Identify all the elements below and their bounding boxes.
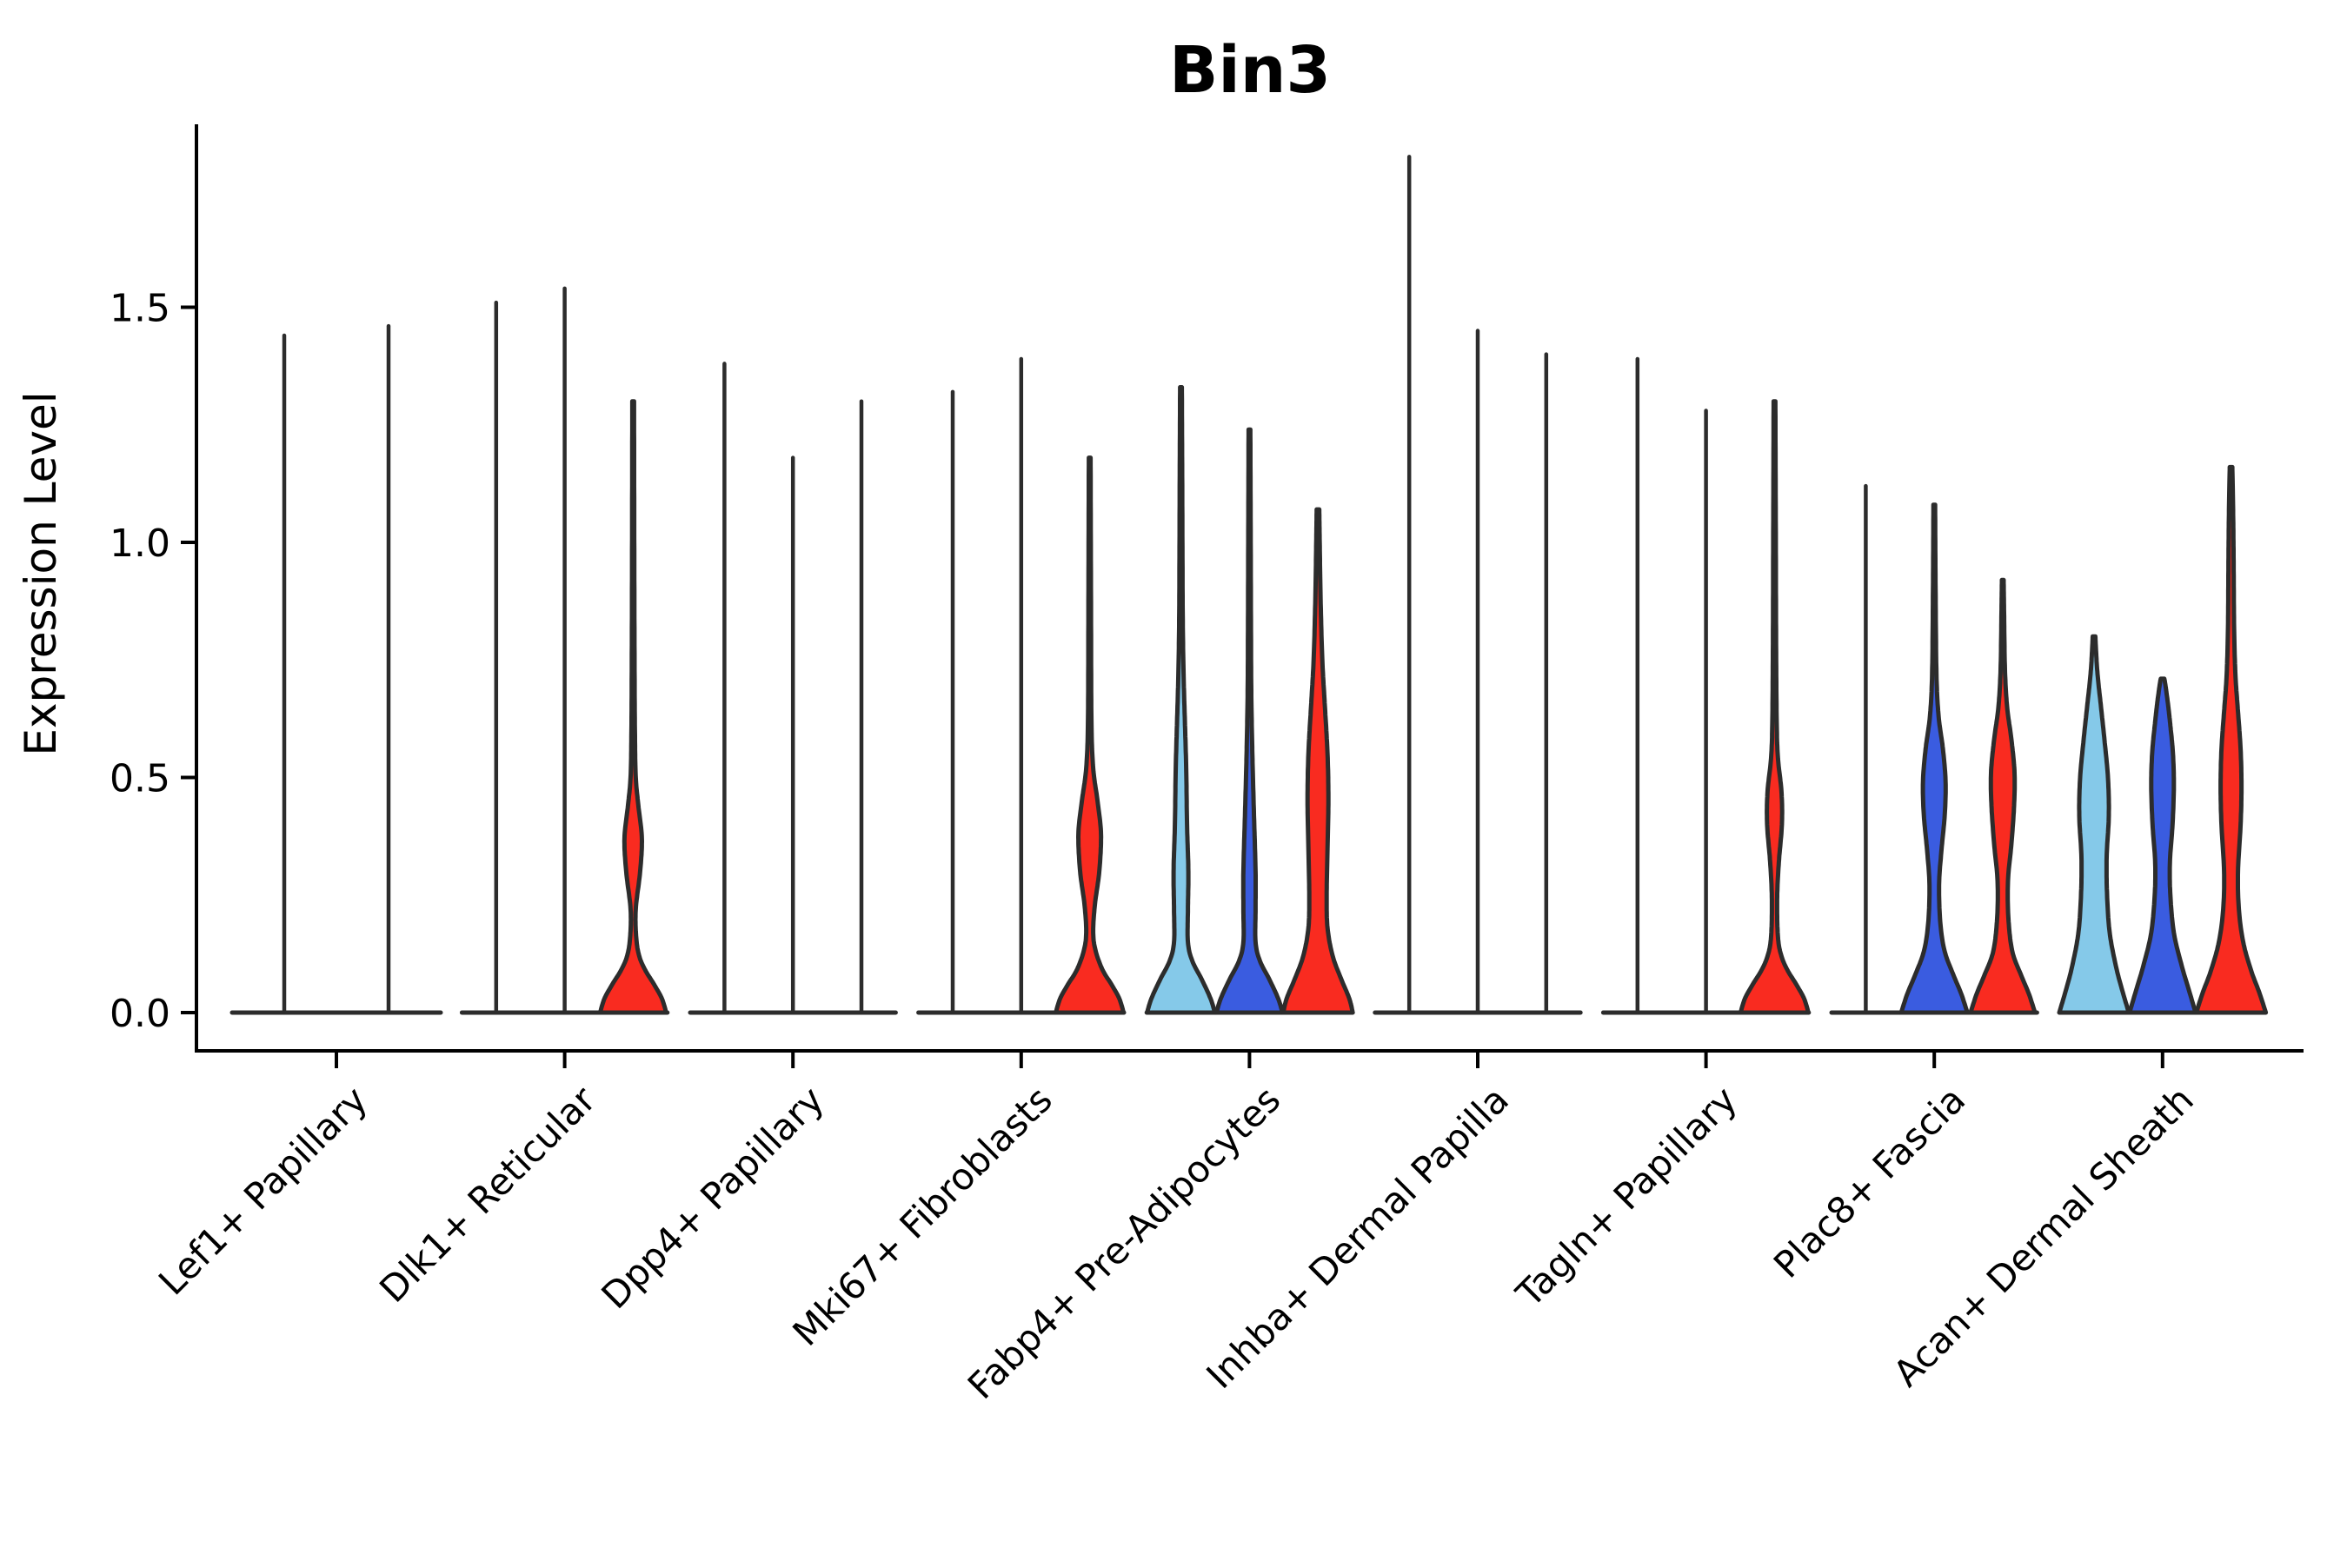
- x-tick-label: Tagln+ Papillary: [1507, 1078, 1745, 1315]
- y-tick-label: 0.0: [110, 992, 170, 1036]
- x-tick-label: Plac8+ Fascia: [1765, 1078, 1973, 1286]
- violin-blue: [1898, 502, 1970, 1015]
- violin-red: [597, 399, 668, 1015]
- violin-red: [1968, 577, 2038, 1015]
- y-axis-label: Expression Level: [16, 391, 66, 755]
- violin-lightblue: [1145, 385, 1218, 1015]
- x-tick-label: Mki67+ Fibroblasts: [784, 1078, 1060, 1353]
- y-tick-label: 1.5: [110, 287, 170, 331]
- y-tick-label: 1.0: [110, 522, 170, 566]
- violin-red: [1054, 455, 1127, 1015]
- violin-red: [1280, 507, 1355, 1015]
- x-tick-label: Dlk1+ Reticular: [371, 1078, 604, 1311]
- violin-lightblue: [2057, 634, 2131, 1015]
- x-tick-label: Dpp4+ Papillary: [593, 1078, 832, 1317]
- violin-blue: [1213, 427, 1285, 1015]
- violin-red: [1738, 399, 1811, 1015]
- x-tick-label: Lef1+ Papillary: [150, 1078, 376, 1303]
- y-tick-label: 0.5: [110, 757, 170, 801]
- violin-blue: [2127, 676, 2198, 1015]
- chart-title: Bin3: [1169, 33, 1331, 108]
- violin-red: [2194, 464, 2269, 1015]
